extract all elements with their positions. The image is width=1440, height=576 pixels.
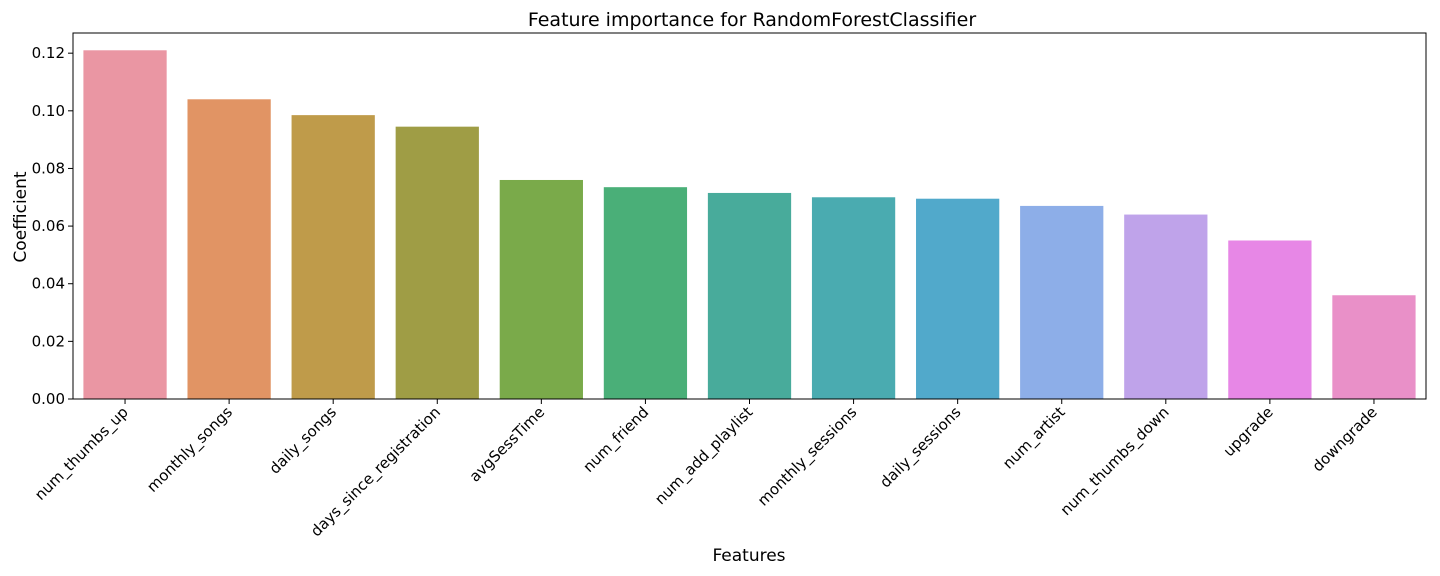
x-tick-label: avgSessTime xyxy=(466,403,549,486)
y-axis-title: Coefficient xyxy=(11,171,31,262)
y-tick-label: 0.12 xyxy=(32,44,65,62)
bar-num_thumbs_down xyxy=(1124,214,1208,399)
bar-daily_sessions xyxy=(916,198,1000,399)
x-tick-label: num_friend xyxy=(579,403,653,477)
y-tick-label: 0.10 xyxy=(32,102,65,120)
bar-monthly_sessions xyxy=(811,197,896,399)
y-tick-label: 0.04 xyxy=(32,275,65,293)
chart-title: Feature importance for RandomForestClass… xyxy=(528,9,976,31)
bars-layer xyxy=(83,50,1416,400)
x-tick-label: daily_songs xyxy=(266,403,341,478)
bar-daily_songs xyxy=(291,115,375,400)
bar-downgrade xyxy=(1332,295,1416,399)
bar-upgrade xyxy=(1228,240,1312,399)
bar-days_since_registration xyxy=(395,126,479,400)
x-tick-label: num_thumbs_down xyxy=(1057,403,1174,520)
y-tick-label: 0.02 xyxy=(32,332,65,350)
x-axis-title: Features xyxy=(712,546,785,566)
x-axis: num_thumbs_up monthly_songs daily_songsday… xyxy=(31,399,1381,541)
x-tick-label: upgrade xyxy=(1220,403,1277,460)
x-tick-label: num_add_playlist xyxy=(651,403,757,509)
x-tick-label: monthly_sessions xyxy=(754,403,861,510)
bar-num_add_playlist xyxy=(707,192,792,399)
y-tick-label: 0.00 xyxy=(32,390,65,408)
y-tick-label: 0.06 xyxy=(32,217,65,235)
x-tick-label: monthly_songs xyxy=(143,403,237,497)
x-tick-label: daily_sessions xyxy=(876,403,965,492)
bar-monthly_songs xyxy=(187,99,271,400)
x-tick-label: num_thumbs_up xyxy=(31,403,132,504)
y-axis: 0.00 0.02 0.04 0.06 0.08 0.10 0.12 xyxy=(32,44,73,408)
bar-num_artist xyxy=(1020,205,1104,399)
bar-num_thumbs_up xyxy=(83,50,167,399)
x-tick-label: num_artist xyxy=(999,403,1069,473)
y-tick-label: 0.08 xyxy=(32,159,65,177)
bar-avgSessTime xyxy=(499,179,583,399)
bar-num_friend xyxy=(603,187,688,399)
plot-frame xyxy=(72,32,1427,400)
x-tick-label: downgrade xyxy=(1309,403,1381,475)
